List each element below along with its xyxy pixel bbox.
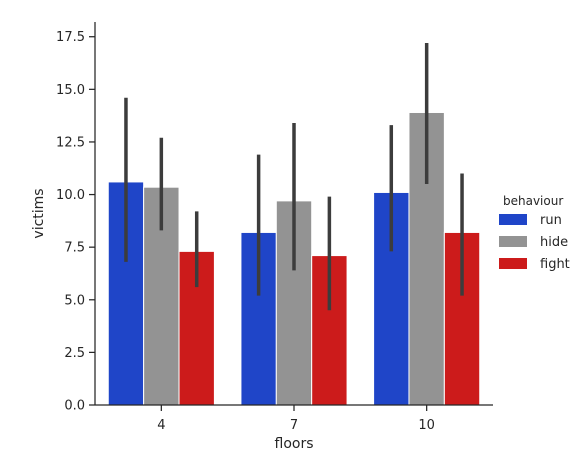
x-tick-label: 4: [157, 418, 165, 433]
legend: behaviour run hide fight: [499, 194, 570, 272]
legend-swatch-fight: [499, 258, 527, 269]
x-tick-label: 7: [290, 418, 298, 433]
y-tick-label: 10.0: [56, 188, 85, 203]
y-tick-label: 2.5: [64, 346, 85, 361]
legend-label-hide: hide: [540, 235, 568, 250]
x-ticks: 4 7 10: [157, 405, 435, 433]
y-tick-label: 15.0: [56, 83, 85, 98]
y-axis-title: victims: [31, 188, 47, 238]
y-tick-label: 17.5: [56, 30, 85, 45]
legend-title: behaviour: [503, 194, 563, 208]
y-tick-label: 12.5: [56, 135, 85, 150]
y-tick-label: 5.0: [64, 293, 85, 308]
legend-items: run hide fight: [499, 213, 570, 272]
error-bars-layer: [124, 43, 464, 311]
legend-label-fight: fight: [540, 257, 570, 272]
y-tick-label: 0.0: [64, 399, 85, 414]
legend-swatch-hide: [499, 236, 527, 247]
legend-label-run: run: [540, 213, 562, 228]
y-ticks: 0.0 2.5 5.0 7.5 10.0 12.5 15.0 17.5: [56, 30, 95, 414]
x-tick-label: 10: [418, 418, 435, 433]
y-tick-label: 7.5: [64, 241, 85, 256]
legend-swatch-run: [499, 214, 527, 225]
x-axis-title: floors: [275, 436, 314, 452]
